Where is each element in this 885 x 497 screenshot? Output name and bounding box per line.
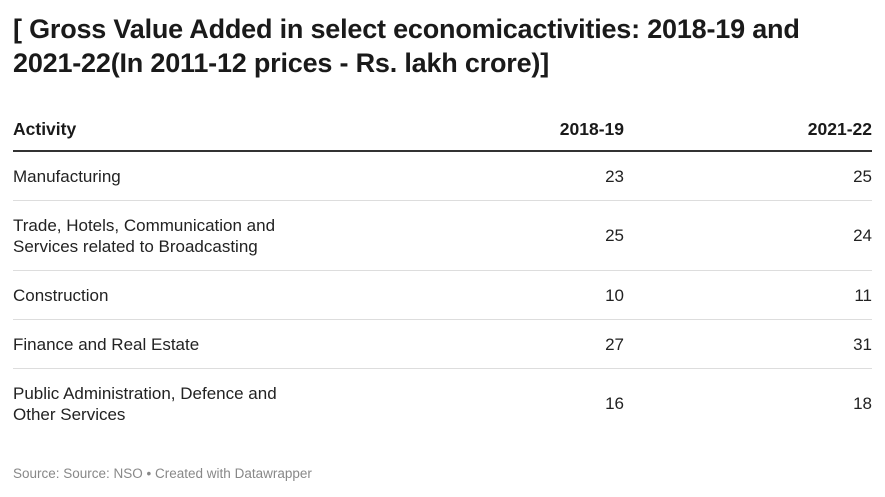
chart-container: [ Gross Value Added in select economicac… bbox=[13, 0, 872, 438]
activity-cell: Public Administration, Defence and Other… bbox=[13, 383, 277, 424]
value-2021-22-cell: 31 bbox=[624, 319, 872, 369]
column-header-activity: Activity bbox=[13, 118, 433, 152]
value-2018-19-cell: 16 bbox=[605, 394, 624, 413]
table-header-row: Activity 2018-19 2021-22 bbox=[13, 118, 872, 152]
activity-cell: Construction bbox=[13, 270, 433, 320]
activity-cell: Manufacturing bbox=[13, 151, 433, 201]
source-note: Source: Source: NSO • Created with Dataw… bbox=[13, 466, 312, 481]
data-table: Activity 2018-19 2021-22 Manufacturing 2… bbox=[13, 118, 872, 438]
table-row: Manufacturing 23 25 bbox=[13, 151, 872, 201]
table-row: Public Administration, Defence and Other… bbox=[13, 369, 872, 439]
activity-cell: Finance and Real Estate bbox=[13, 319, 433, 369]
column-header-2021-22: 2021-22 bbox=[624, 118, 872, 152]
table-row: Finance and Real Estate 27 31 bbox=[13, 319, 872, 369]
table-row: Construction 10 11 bbox=[13, 270, 872, 320]
value-2018-19-cell: 25 bbox=[433, 200, 624, 271]
table-row: Trade, Hotels, Communication and Service… bbox=[13, 200, 872, 271]
value-2018-19-cell: 27 bbox=[433, 319, 624, 369]
column-header-2018-19: 2018-19 bbox=[433, 118, 624, 152]
activity-cell: Trade, Hotels, Communication and Service… bbox=[13, 200, 433, 271]
value-2021-22-cell: 25 bbox=[624, 151, 872, 201]
value-2021-22-cell: 11 bbox=[624, 270, 872, 320]
value-2021-22-cell: 18 bbox=[853, 394, 872, 413]
chart-title: [ Gross Value Added in select economicac… bbox=[13, 14, 800, 78]
value-2018-19-cell: 23 bbox=[433, 151, 624, 201]
value-2021-22-cell: 24 bbox=[624, 200, 872, 271]
value-2018-19-cell: 10 bbox=[433, 270, 624, 320]
